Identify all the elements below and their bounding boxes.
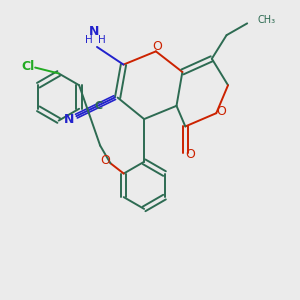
Text: N: N (64, 113, 74, 127)
Text: Cl: Cl (21, 60, 34, 73)
Text: N: N (89, 25, 99, 38)
Text: CH₃: CH₃ (257, 15, 276, 26)
Text: O: O (217, 105, 226, 118)
Text: O: O (186, 148, 196, 161)
Text: C: C (94, 101, 103, 111)
Text: H: H (98, 35, 106, 46)
Text: O: O (100, 154, 110, 167)
Text: H: H (85, 35, 93, 46)
Text: O: O (152, 40, 162, 53)
